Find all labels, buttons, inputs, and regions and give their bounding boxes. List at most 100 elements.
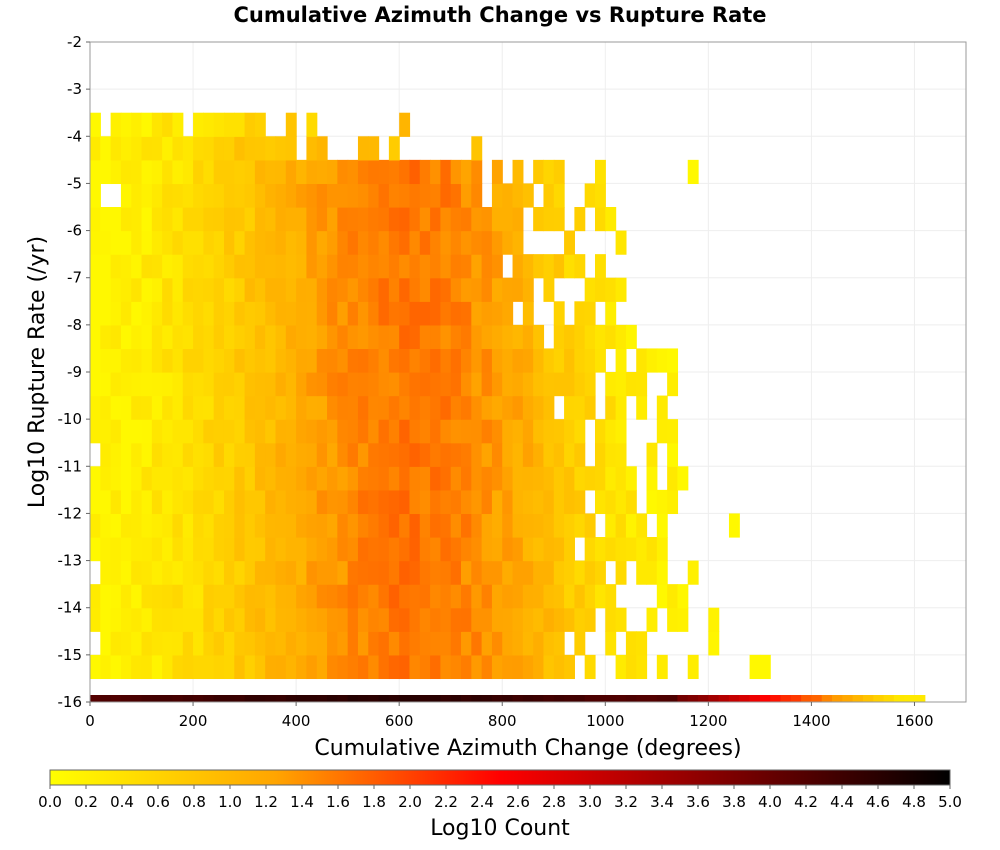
heatmap-cell xyxy=(306,442,318,467)
heatmap-cell xyxy=(677,695,689,702)
colorbar-tick-label: 1.6 xyxy=(326,793,350,811)
heatmap-cell xyxy=(316,183,328,208)
heatmap-cell xyxy=(409,560,421,585)
heatmap-cell xyxy=(553,654,565,680)
heatmap-cell xyxy=(533,159,545,185)
heatmap-cell xyxy=(347,654,359,680)
heatmap-cell xyxy=(357,419,369,444)
heatmap-cell xyxy=(656,695,668,702)
heatmap-cell xyxy=(306,112,318,137)
heatmap-cell xyxy=(90,513,101,538)
heatmap-cell xyxy=(285,136,297,161)
heatmap-cell xyxy=(388,419,400,444)
heatmap-cell xyxy=(667,489,679,515)
heatmap-cell xyxy=(574,372,586,397)
heatmap-cell xyxy=(533,348,545,373)
heatmap-cell xyxy=(357,159,369,185)
heatmap-cell xyxy=(357,348,369,373)
heatmap-cell xyxy=(543,159,555,185)
heatmap-cell xyxy=(120,695,132,702)
heatmap-cell xyxy=(316,324,328,350)
heatmap-cell xyxy=(213,112,225,137)
heatmap-cell xyxy=(141,584,153,609)
heatmap-cell xyxy=(430,324,441,350)
heatmap-cell xyxy=(409,419,421,444)
heatmap-cell xyxy=(491,183,503,208)
heatmap-cell xyxy=(162,277,174,302)
heatmap-cell xyxy=(120,348,132,373)
heatmap-cell xyxy=(182,324,194,350)
colorbar-tick-label: 2.8 xyxy=(542,793,566,811)
heatmap-cell xyxy=(543,695,555,702)
heatmap-cell xyxy=(203,395,215,420)
heatmap-cell xyxy=(605,584,617,609)
heatmap-cell xyxy=(203,254,215,279)
heatmap-cell xyxy=(378,584,390,609)
heatmap-cell xyxy=(491,324,503,350)
heatmap-cell xyxy=(244,159,256,185)
heatmap-cell xyxy=(141,560,153,585)
heatmap-cell xyxy=(213,489,225,515)
heatmap-cell xyxy=(625,372,637,397)
heatmap-cell xyxy=(316,254,328,279)
heatmap-cell xyxy=(296,560,308,585)
heatmap-cell xyxy=(399,489,411,515)
heatmap-cell xyxy=(440,560,452,585)
heatmap-cell xyxy=(502,230,514,255)
heatmap-cell xyxy=(409,631,421,656)
y-tick-label: -2 xyxy=(67,33,82,51)
heatmap-cell xyxy=(471,136,483,161)
heatmap-cell xyxy=(337,442,349,467)
heatmap-cell xyxy=(100,136,112,161)
colorbar-tick-label: 2.6 xyxy=(506,793,530,811)
heatmap-cell xyxy=(110,230,122,255)
heatmap-cell xyxy=(502,466,514,491)
heatmap-cell xyxy=(481,207,493,232)
heatmap-cell xyxy=(193,560,204,585)
heatmap-cell xyxy=(481,489,493,515)
heatmap-cell xyxy=(543,277,555,302)
heatmap-cell xyxy=(213,695,225,702)
heatmap-cell xyxy=(409,442,421,467)
heatmap-cell xyxy=(110,136,122,161)
heatmap-cell xyxy=(770,695,782,702)
heatmap-cell xyxy=(522,513,534,538)
heatmap-cell xyxy=(821,695,833,702)
heatmap-cell xyxy=(120,560,132,585)
heatmap-cell xyxy=(450,584,462,609)
heatmap-cell xyxy=(378,607,390,632)
heatmap-cell xyxy=(368,395,380,420)
heatmap-cell xyxy=(110,513,122,538)
heatmap-cell xyxy=(502,607,514,632)
heatmap-cell xyxy=(522,301,534,326)
heatmap-cell xyxy=(502,301,514,326)
heatmap-cell xyxy=(605,207,617,232)
heatmap-cell xyxy=(378,159,390,185)
heatmap-cell xyxy=(110,695,122,702)
heatmap-cell xyxy=(357,442,369,467)
heatmap-cell xyxy=(131,277,143,302)
heatmap-cell xyxy=(594,277,606,302)
heatmap-cell xyxy=(151,372,163,397)
heatmap-cell xyxy=(172,442,184,467)
heatmap-cell xyxy=(399,537,411,562)
heatmap-cell xyxy=(564,489,575,515)
heatmap-cell xyxy=(687,560,699,585)
heatmap-cell xyxy=(471,207,483,232)
y-tick-label: -3 xyxy=(67,80,82,98)
y-tick-label: -14 xyxy=(58,599,83,617)
heatmap-cell xyxy=(357,513,369,538)
heatmap-cell xyxy=(481,419,493,444)
heatmap-cell xyxy=(636,560,648,585)
heatmap-cell xyxy=(419,372,431,397)
heatmap-cell xyxy=(388,230,400,255)
heatmap-cell xyxy=(388,372,400,397)
heatmap-cell xyxy=(182,230,194,255)
heatmap-cell xyxy=(223,654,235,680)
heatmap-cell xyxy=(450,442,462,467)
heatmap-cell xyxy=(914,695,926,702)
heatmap-cell xyxy=(780,695,792,702)
heatmap-cell xyxy=(151,489,163,515)
heatmap-cell xyxy=(368,254,380,279)
heatmap-cell xyxy=(203,207,215,232)
